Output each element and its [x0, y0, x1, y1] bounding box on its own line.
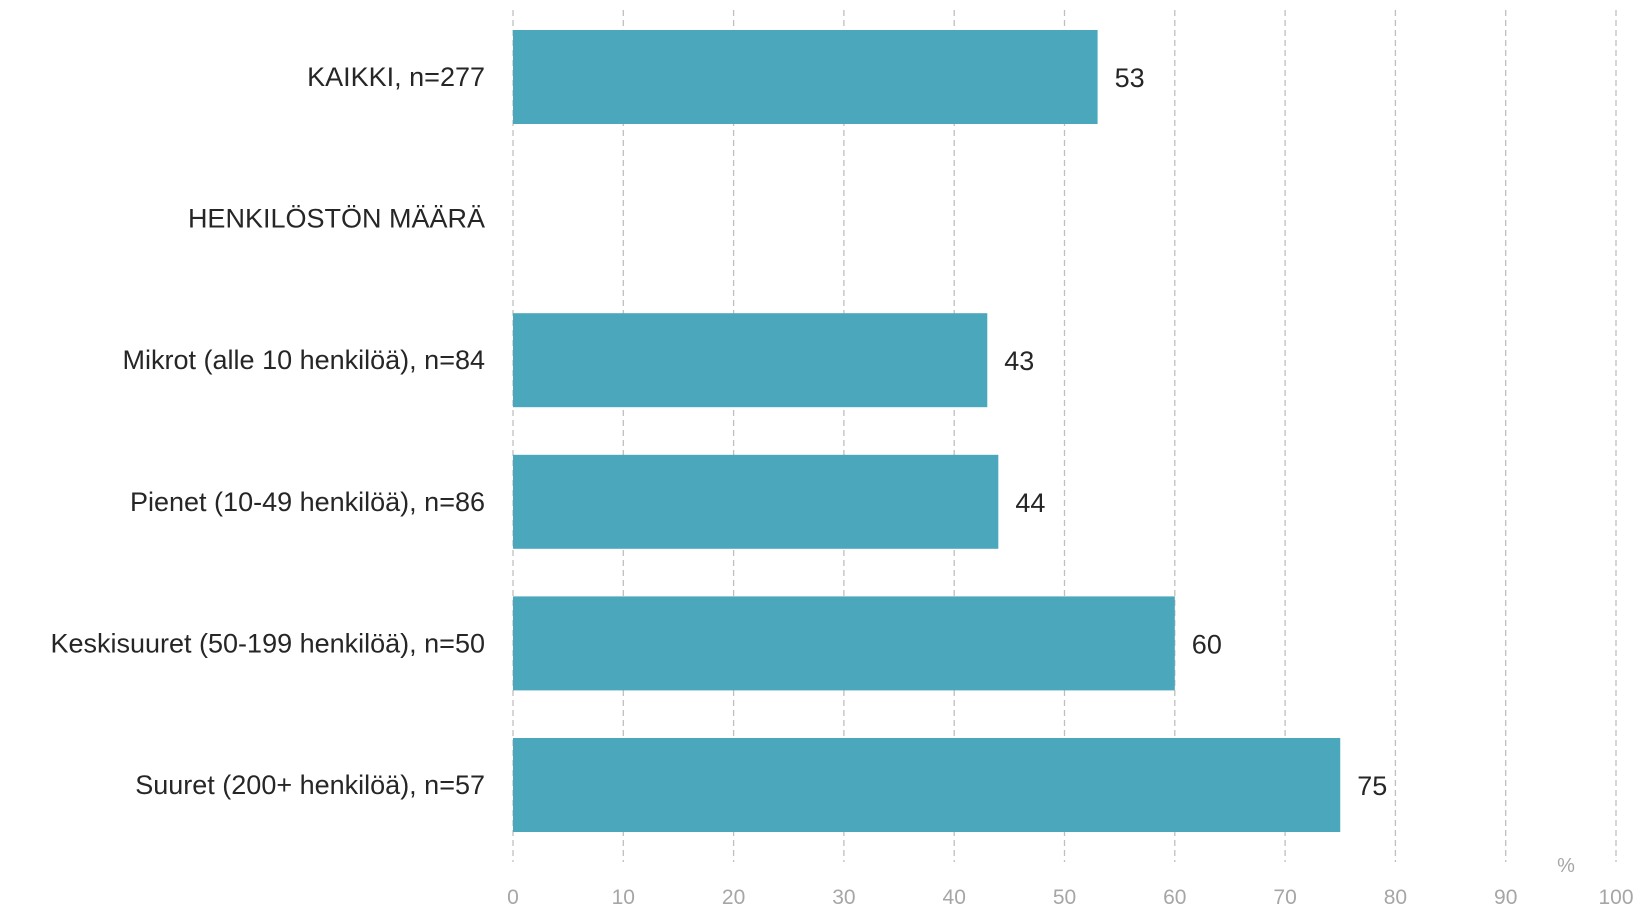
- category-labels: KAIKKI, n=277 HENKILÖSTÖN MÄÄRÄ Mikrot (al…: [50, 62, 485, 800]
- x-tick-label: 80: [1384, 886, 1407, 909]
- category-label: Mikrot (alle 10 henkilöä), n=84: [123, 345, 485, 375]
- x-tick-label: 100: [1598, 886, 1633, 909]
- category-label: Pienet (10-49 henkilöä), n=86: [130, 487, 485, 517]
- value-label: 43: [1004, 346, 1034, 376]
- value-label: 44: [1015, 488, 1045, 518]
- x-tick-label: 10: [612, 886, 635, 909]
- category-label: Suuret (200+ henkilöä), n=57: [135, 770, 485, 800]
- gridlines: [512, 10, 1617, 862]
- bar: [513, 454, 999, 549]
- value-label: 75: [1357, 771, 1387, 801]
- x-tick-label: 20: [722, 886, 745, 909]
- x-tick-label: 50: [1053, 886, 1076, 909]
- value-label: 60: [1192, 629, 1222, 659]
- x-tick-label: 70: [1273, 886, 1296, 909]
- value-labels: 53 43 44 60 75: [1004, 63, 1387, 801]
- value-label: 53: [1115, 63, 1145, 93]
- x-tick-label: 90: [1494, 886, 1517, 909]
- x-unit-label: %: [1557, 855, 1575, 877]
- x-tick-labels: 0 10 20 30 40 50 60 70 80 90 100: [507, 886, 1633, 909]
- x-tick-label: 0: [507, 886, 519, 909]
- category-label: KAIKKI, n=277: [307, 62, 485, 92]
- bar: [513, 313, 988, 408]
- category-label: HENKILÖSTÖN MÄÄRÄ: [188, 204, 485, 234]
- category-label: Keskisuuret (50-199 henkilöä), n=50: [50, 628, 485, 658]
- x-tick-label: 40: [943, 886, 966, 909]
- bars: [513, 30, 1341, 832]
- bar: [513, 738, 1341, 832]
- x-tick-label: 30: [832, 886, 855, 909]
- bar: [513, 596, 1175, 691]
- bar: [513, 30, 1098, 124]
- x-tick-label: 60: [1163, 886, 1186, 909]
